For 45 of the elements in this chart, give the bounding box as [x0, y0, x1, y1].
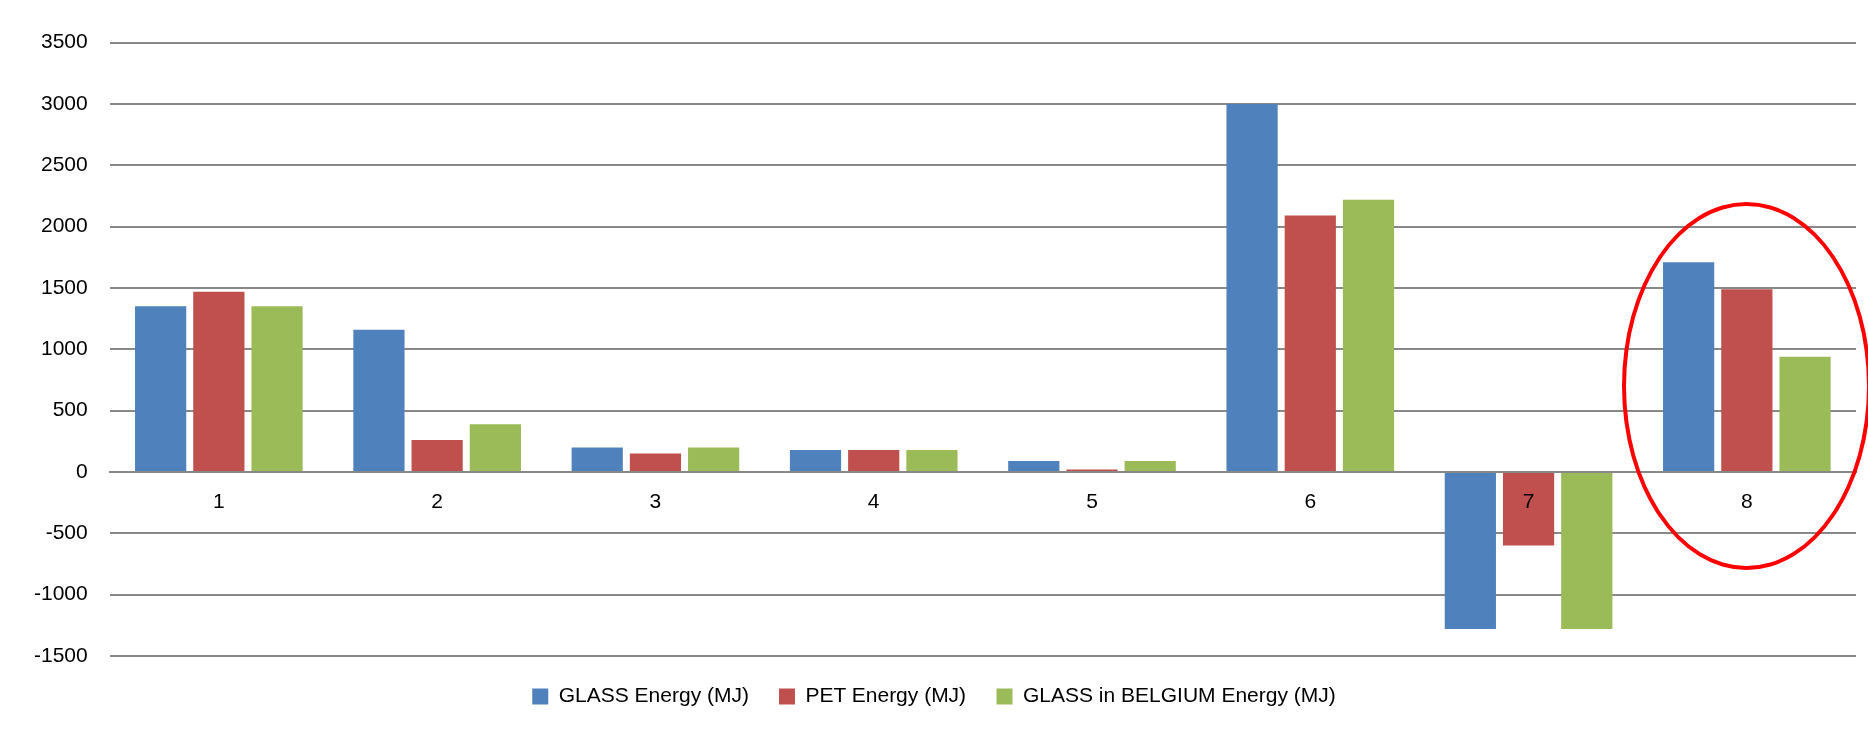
y-tick-label: -500: [45, 520, 88, 544]
legend-label: GLASS Energy (MJ): [558, 683, 749, 707]
bar: [135, 306, 187, 471]
bar: [193, 291, 245, 471]
y-tick-label: 0: [76, 458, 88, 482]
y-tick-label: 2500: [40, 152, 88, 176]
bar: [571, 447, 623, 471]
bar: [688, 447, 740, 471]
x-tick-label: 2: [431, 489, 443, 513]
bar: [1124, 460, 1176, 471]
x-tick-label: 1: [213, 489, 225, 513]
bar: [1284, 215, 1336, 471]
bar: [1008, 460, 1060, 471]
bar: [906, 449, 958, 471]
bar: [629, 453, 682, 471]
x-tick-label: 5: [1086, 489, 1098, 513]
y-tick-label: 1000: [40, 336, 88, 360]
bar: [353, 329, 405, 471]
bar: [469, 424, 521, 471]
bar: [1721, 289, 1773, 471]
bar: [251, 306, 303, 471]
bar: [789, 449, 842, 471]
y-tick-label: 2000: [40, 213, 88, 237]
bar: [1779, 356, 1831, 471]
bar: [1502, 472, 1555, 546]
x-tick-label: 6: [1304, 489, 1317, 513]
x-tick-label: 7: [1522, 489, 1535, 513]
bar: [411, 440, 463, 471]
legend-label: PET Energy (MJ): [805, 683, 967, 707]
bar: [1561, 472, 1613, 630]
y-tick-label: 3500: [40, 29, 88, 53]
bar: [1342, 199, 1395, 471]
bar: [1226, 103, 1278, 471]
x-tick-label: 8: [1741, 489, 1753, 513]
bar: [848, 449, 900, 471]
y-tick-label: -1500: [33, 642, 88, 666]
legend-label: GLASS in BELGIUM Energy (MJ): [1023, 683, 1336, 707]
x-tick-label: 4: [867, 489, 880, 513]
y-tick-label: -1000: [33, 581, 88, 605]
y-tick-label: 3000: [40, 90, 88, 114]
y-tick-label: 500: [52, 397, 88, 421]
x-tick-label: 3: [649, 489, 662, 513]
bar: [1663, 262, 1715, 471]
bar: [1444, 472, 1496, 630]
y-tick-label: 1500: [40, 274, 88, 298]
